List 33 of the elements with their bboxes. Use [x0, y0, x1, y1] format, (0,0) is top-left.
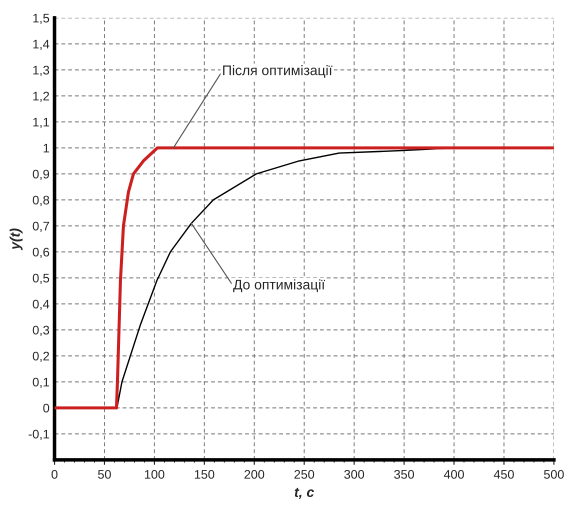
y-tick-label: 0,5: [32, 274, 50, 284]
y-tick-label: 1,1: [33, 118, 50, 128]
x-axis-title: t, c: [294, 488, 314, 500]
y-tick-label: 0: [43, 404, 50, 413]
x-tick-label: 250: [294, 470, 314, 479]
y-tick-label: 0,7: [32, 222, 50, 232]
x-tick-label: 100: [144, 470, 164, 479]
x-tick-label: 400: [444, 470, 464, 479]
y-tick-label: 1,4: [33, 40, 50, 50]
y-tick-label: 0,2: [32, 352, 50, 362]
annotation: Після оптимізації: [223, 65, 332, 78]
x-tick-label: 350: [394, 470, 414, 479]
x-tick-label: 200: [244, 470, 264, 479]
y-tick-label: 0,4: [32, 300, 50, 310]
x-tick-label: 450: [494, 470, 514, 479]
y-tick-label: 0,6: [32, 248, 50, 258]
y-tick-label: 1: [44, 144, 50, 152]
y-tick-label: -0,1: [28, 430, 50, 440]
line-series: [54, 146, 554, 410]
y-tick-label: 0,9: [32, 170, 50, 180]
x-tick-label: 500: [544, 470, 564, 479]
x-tick-label: 150: [194, 470, 214, 479]
y-tick-label: 0,3: [32, 326, 50, 336]
annotation: До оптимізації: [233, 279, 326, 292]
x-tick-label: 0: [52, 470, 58, 479]
x-tick-label: 50: [98, 470, 111, 479]
y-tick-label: 1,3: [33, 66, 50, 76]
y-tick-label: 1,5: [33, 14, 50, 24]
y-tick-label: 0,8: [32, 196, 50, 206]
y-axis-title: y(t): [10, 228, 23, 250]
y-tick-label: 1,2: [33, 92, 50, 102]
y-tick-label: 0,1: [32, 378, 50, 388]
x-tick-label: 300: [344, 470, 364, 479]
